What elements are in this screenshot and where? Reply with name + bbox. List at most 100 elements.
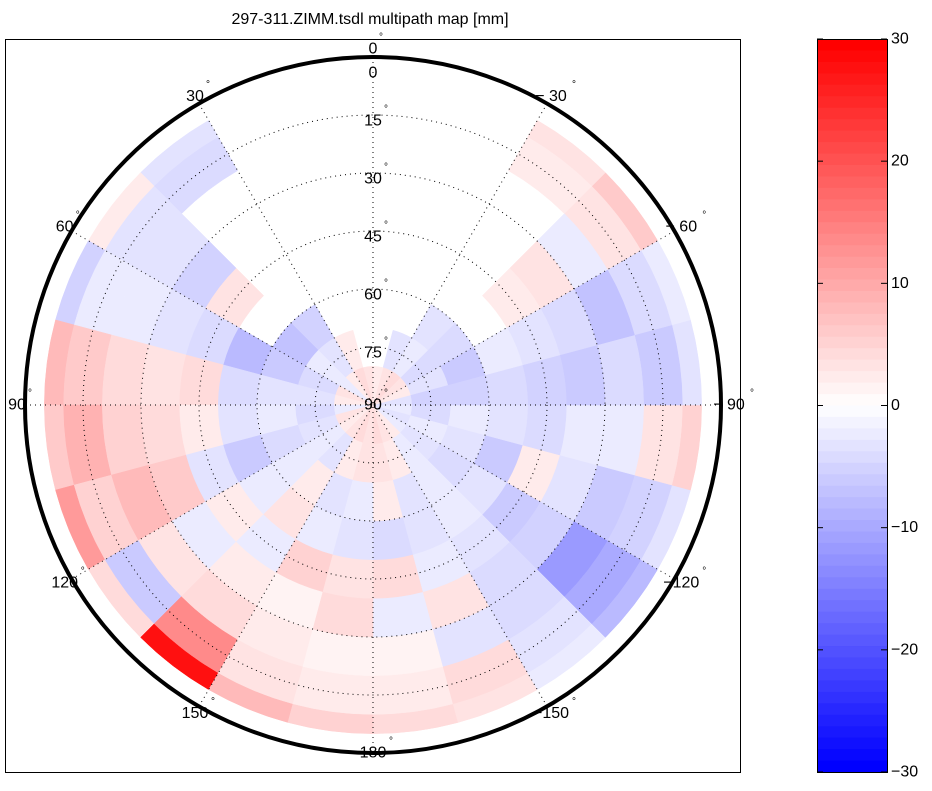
colorbar-level [817, 428, 887, 441]
elevation-tick-label: 30 [364, 171, 382, 188]
heatmap-cell [140, 344, 187, 406]
azimuth-spoke [198, 103, 548, 707]
colorbar-level [817, 737, 887, 750]
polar-grid [25, 57, 721, 753]
colorbar-level [817, 210, 887, 223]
azimuth-tick-label: − 90 [713, 397, 745, 414]
colorbar-level [817, 520, 887, 533]
azimuth-tick-label: 60 [56, 219, 74, 236]
degree-symbol: ° [572, 80, 576, 91]
colorbar-level [817, 588, 887, 601]
colorbar-level [817, 416, 887, 430]
heatmap-cell [140, 404, 187, 466]
azimuth-tick-label: 150 [182, 705, 209, 722]
colorbar-tick-label: 10 [891, 275, 909, 292]
heatmap-cell [559, 404, 606, 466]
azimuth-tick-label: −150 [533, 705, 569, 722]
degree-symbol: ° [384, 336, 388, 347]
heatmap-cell [372, 591, 434, 638]
heatmap-cells [44, 120, 702, 734]
degree-symbol: ° [384, 388, 388, 399]
elevation-tick-label: 45 [364, 229, 382, 246]
elevation-tick-label-horizon: 0 [369, 65, 378, 82]
azimuth-tick-label: 30 [186, 88, 204, 105]
heatmap-cell [312, 591, 374, 638]
colorbar-level [817, 313, 887, 326]
colorbar-level [817, 554, 887, 567]
degree-symbol: ° [702, 210, 706, 221]
colorbar-level [817, 657, 887, 670]
colorbar-level [817, 245, 887, 258]
colorbar-level [817, 61, 887, 74]
colorbar-tick-label: −30 [891, 764, 918, 781]
colorbar-level [817, 760, 887, 773]
colorbar-level [817, 542, 887, 555]
elevation-ring [198, 230, 548, 580]
horizon-circle [23, 55, 723, 755]
colorbar-level [817, 451, 887, 464]
colorbar-level [817, 680, 887, 693]
colorbar-level [817, 634, 887, 647]
colorbar-level [817, 714, 887, 727]
elevation-tick-label: 15 [364, 113, 382, 130]
chart-title: 297-311.ZIMM.tsdl multipath map [mm] [231, 11, 508, 28]
colorbar-level [817, 439, 887, 452]
azimuth-tick-label: − 60 [666, 219, 698, 236]
colorbar-level [817, 646, 887, 659]
azimuth-tick-label: 120 [51, 575, 78, 592]
colorbar-level [817, 371, 887, 384]
colorbar-level [817, 726, 887, 739]
azimuth-tick-label: 0 [369, 41, 378, 58]
azimuth-tick-label: 180 [360, 745, 387, 762]
azimuth-spoke [198, 103, 548, 707]
elevation-tick-label: 90 [364, 397, 382, 414]
colorbar-level [817, 107, 887, 120]
elevation-ring [256, 288, 490, 522]
degree-symbol: ° [389, 736, 393, 747]
degree-symbol: ° [384, 220, 388, 231]
elevation-tick-label: 75 [364, 345, 382, 362]
colorbar-level [817, 153, 887, 166]
colorbar-level [817, 84, 887, 97]
degree-symbol: ° [28, 388, 32, 399]
colorbar-level [817, 222, 887, 235]
degree-symbol: ° [384, 104, 388, 115]
colorbar-tick-label: 30 [891, 31, 909, 48]
colorbar-tick-label: −20 [891, 641, 918, 658]
colorbar-level [817, 199, 887, 212]
colorbar-level [817, 497, 887, 510]
colorbar-level [817, 348, 887, 361]
colorbar-level [817, 611, 887, 624]
colorbar-level [817, 691, 887, 704]
degree-symbol: ° [702, 566, 706, 577]
colorbar-level [817, 703, 887, 716]
colorbar-level [817, 73, 887, 86]
colorbar-level [817, 176, 887, 189]
colorbar-level [817, 142, 887, 155]
colorbar-level [817, 508, 887, 521]
colorbar-level [817, 623, 887, 636]
colorbar-level [817, 256, 887, 269]
colorbar-level [817, 279, 887, 292]
degree-symbol: ° [206, 80, 210, 91]
colorbar-level [817, 130, 887, 143]
colorbar-level [817, 382, 887, 395]
heatmap-cell [559, 344, 606, 406]
colorbar-level [817, 164, 887, 178]
colorbar-level [817, 394, 887, 407]
colorbar-level [817, 405, 887, 418]
colorbar-level [817, 749, 887, 762]
colorbar-level [817, 290, 887, 304]
degree-symbol: ° [750, 388, 754, 399]
colorbar-tick-label: −10 [891, 519, 918, 536]
colorbar-level [817, 119, 887, 132]
colorbar-level [817, 325, 887, 338]
colorbar-level [817, 577, 887, 590]
azimuth-tick-label: −120 [663, 575, 699, 592]
colorbar-level [817, 187, 887, 200]
polar-labels: 0°30°60°90°120°150°180°− 30°− 60°− 90°−1… [8, 32, 754, 762]
colorbar-level [817, 96, 887, 109]
colorbar-tick-label: 0 [891, 397, 900, 414]
elevation-tick-label: 60 [364, 287, 382, 304]
